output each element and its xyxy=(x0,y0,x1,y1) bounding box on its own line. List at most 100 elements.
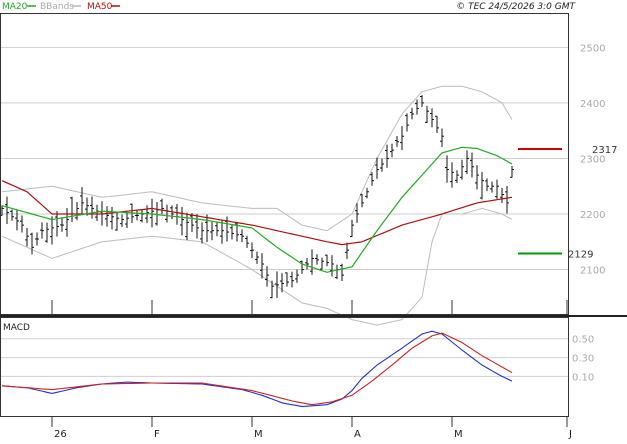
ma20-line xyxy=(1,146,513,273)
bollinger-bands xyxy=(1,85,513,326)
ohlc-bar xyxy=(395,136,399,147)
ohlc-bar xyxy=(445,155,449,183)
ohlc-bar xyxy=(415,99,419,115)
ohlc-bar xyxy=(180,206,184,236)
ohlc-bar xyxy=(505,185,509,214)
ohlc-bar xyxy=(295,269,299,283)
ohlc-bar xyxy=(55,211,59,237)
copyright-text: © TEC 24/5/2026 3:0 GMT xyxy=(456,2,576,12)
ohlc-bar xyxy=(435,115,439,133)
ohlc-bar xyxy=(75,201,79,221)
ohlc-bar xyxy=(450,162,454,188)
ohlc-bar xyxy=(150,198,154,228)
ohlc-bar xyxy=(390,143,394,158)
legend-ma20-label: MA20 xyxy=(2,2,28,12)
ohlc-bar xyxy=(200,222,204,244)
ohlc-bar xyxy=(210,221,214,241)
ohlc-bar xyxy=(420,95,424,107)
ohlc-bar xyxy=(215,222,219,237)
ohlc-bar xyxy=(60,218,64,232)
ohlc-bar xyxy=(470,152,474,178)
ohlc-bar xyxy=(410,107,414,120)
resistance-label: 2317 xyxy=(592,145,617,156)
ohlc-bar xyxy=(305,257,309,270)
ohlc-bar xyxy=(330,255,334,277)
ma50-line xyxy=(1,180,513,246)
ohlc-bar xyxy=(375,157,379,179)
ohlc-bar xyxy=(125,211,129,228)
bb-lower-line xyxy=(1,207,513,326)
ohlc-bar xyxy=(195,213,199,239)
ohlc-bar xyxy=(245,235,249,248)
ohlc-bar xyxy=(70,196,74,223)
ohlc-bar xyxy=(35,232,39,246)
ohlc-bar xyxy=(315,254,319,265)
legend-ma50-label: MA50 xyxy=(87,2,113,12)
macd-gridlines xyxy=(0,338,568,377)
legend: MA20 BBands MA50 xyxy=(2,2,120,12)
ohlc-bar xyxy=(80,187,84,215)
macd-panel-frame xyxy=(0,317,569,417)
ohlc-bar xyxy=(310,249,314,275)
ohlc-bar xyxy=(405,113,409,132)
ohlc-bar xyxy=(25,227,29,247)
ohlc-bar xyxy=(325,254,329,267)
ohlc-bar xyxy=(115,212,119,231)
ohlc-bar xyxy=(380,158,384,172)
macd-y-axis: 0.50 0.30 0.10 xyxy=(572,335,594,384)
time-tick-label: J xyxy=(568,429,572,440)
time-tick-label: F xyxy=(154,429,160,440)
ohlc-bar xyxy=(205,214,209,243)
ohlc-bar xyxy=(340,263,344,282)
ohlc-bar xyxy=(275,271,279,298)
price-tick-label: 2100 xyxy=(580,266,605,277)
ohlc-bar xyxy=(495,179,499,199)
ohlc-bar xyxy=(475,165,479,190)
ohlc-bar xyxy=(240,229,244,243)
ohlc-bar xyxy=(50,216,54,245)
ohlc-bar xyxy=(285,272,289,287)
time-tick-label: 26 xyxy=(54,429,67,440)
ohlc-bar xyxy=(110,206,114,230)
ohlc-bar xyxy=(360,193,364,208)
ohlc-bar xyxy=(335,264,339,280)
ohlc-bar xyxy=(425,105,429,123)
ohlc-bar xyxy=(105,206,109,227)
bb-upper-line xyxy=(1,85,513,232)
price-bars xyxy=(0,95,514,299)
ohlc-bar xyxy=(160,198,164,214)
macd-signal-line xyxy=(1,332,513,406)
macd-title: MACD xyxy=(3,323,30,333)
ohlc-bar xyxy=(260,253,264,279)
ohlc-bar xyxy=(135,210,139,221)
macd-tick-label: 0.30 xyxy=(572,354,594,365)
price-tick-label: 2500 xyxy=(580,43,605,54)
macd-lines xyxy=(1,330,513,408)
macd-tick-label: 0.50 xyxy=(572,335,594,346)
ohlc-bar xyxy=(10,209,14,221)
ohlc-bar xyxy=(185,212,189,241)
ohlc-bar xyxy=(355,203,359,223)
price-gridlines xyxy=(0,46,568,271)
time-tick-label: M xyxy=(254,429,263,440)
ohlc-bar xyxy=(40,222,44,239)
ohlc-bar xyxy=(460,159,464,180)
macd-tick-label: 0.10 xyxy=(572,372,594,383)
ohlc-bar xyxy=(500,187,504,203)
ohlc-bar xyxy=(85,197,89,216)
ohlc-bar xyxy=(490,181,494,193)
ohlc-bar xyxy=(45,222,49,243)
ohlc-bar xyxy=(5,196,9,225)
ohlc-bar xyxy=(485,178,489,192)
ohlc-bar xyxy=(300,260,304,274)
moving-averages xyxy=(1,146,513,273)
price-y-axis: 2500 2400 2300 2200 2100 xyxy=(580,43,605,276)
ohlc-bar xyxy=(440,128,444,147)
ohlc-bar xyxy=(480,171,484,200)
price-panel-frame xyxy=(0,13,569,315)
ohlc-bar xyxy=(250,242,254,259)
ohlc-bar xyxy=(265,266,269,287)
price-tick-label: 2400 xyxy=(580,99,605,110)
ohlc-bar xyxy=(510,166,514,178)
